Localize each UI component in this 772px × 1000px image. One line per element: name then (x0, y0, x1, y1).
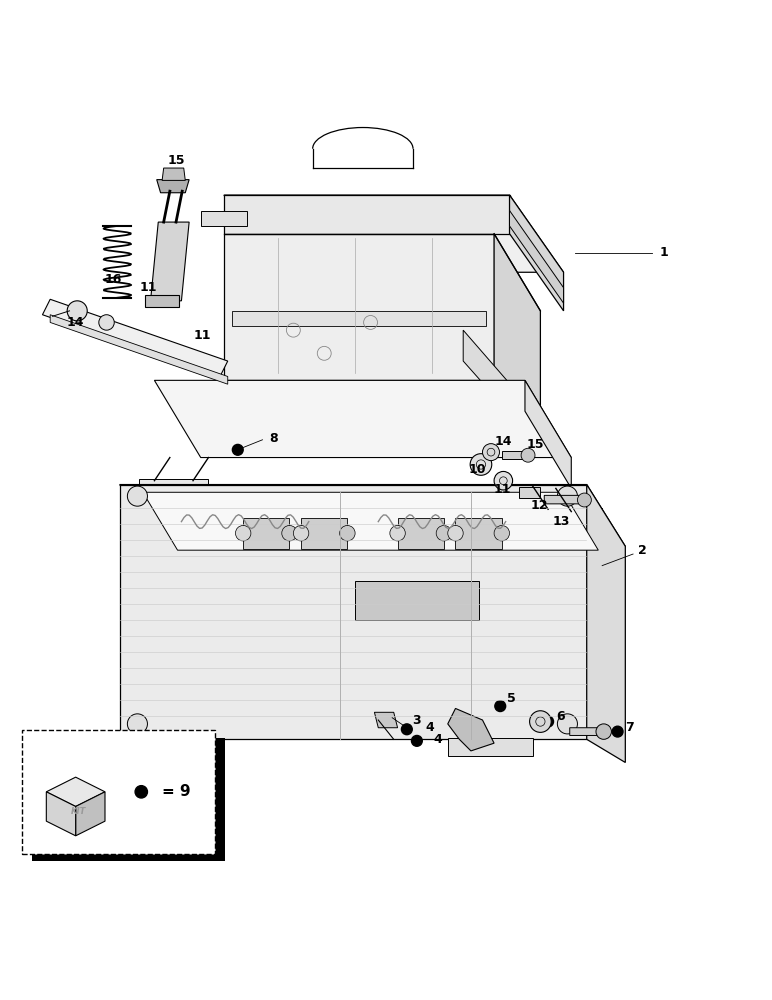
Polygon shape (201, 211, 247, 226)
Circle shape (436, 525, 452, 541)
Polygon shape (455, 518, 502, 549)
Circle shape (521, 448, 535, 462)
Polygon shape (120, 485, 587, 739)
FancyBboxPatch shape (32, 738, 225, 861)
Polygon shape (448, 708, 494, 751)
Polygon shape (510, 195, 564, 311)
Polygon shape (139, 479, 208, 492)
Circle shape (577, 493, 591, 507)
Circle shape (596, 724, 611, 739)
Polygon shape (162, 168, 185, 180)
Text: 8: 8 (269, 432, 278, 445)
Circle shape (411, 735, 422, 746)
Circle shape (495, 701, 506, 712)
Text: 4: 4 (433, 733, 442, 746)
Circle shape (67, 301, 87, 321)
Circle shape (482, 444, 499, 461)
Text: = 9: = 9 (161, 784, 191, 799)
Polygon shape (50, 315, 228, 384)
Text: 11: 11 (194, 329, 211, 342)
Polygon shape (355, 581, 479, 620)
Polygon shape (540, 508, 602, 522)
Text: KIT: KIT (71, 807, 86, 816)
Text: 11: 11 (140, 281, 157, 294)
Circle shape (135, 786, 147, 798)
Text: 15: 15 (168, 154, 185, 167)
Text: 3: 3 (412, 714, 422, 727)
Text: 7: 7 (625, 721, 634, 734)
Text: 12: 12 (530, 499, 547, 512)
Circle shape (543, 716, 554, 727)
Polygon shape (398, 518, 444, 549)
Circle shape (235, 525, 251, 541)
Polygon shape (224, 234, 494, 380)
Circle shape (390, 525, 405, 541)
Text: 4: 4 (425, 721, 435, 734)
Text: 13: 13 (553, 515, 570, 528)
Circle shape (127, 486, 147, 506)
Polygon shape (570, 728, 602, 735)
Polygon shape (544, 495, 583, 504)
Text: 15: 15 (527, 438, 544, 451)
Polygon shape (525, 380, 571, 488)
Circle shape (99, 315, 114, 330)
Circle shape (557, 486, 577, 506)
Text: 16: 16 (105, 273, 122, 286)
Polygon shape (151, 222, 189, 301)
Polygon shape (587, 485, 625, 762)
Text: 6: 6 (556, 710, 565, 723)
Polygon shape (46, 792, 76, 836)
Polygon shape (46, 777, 105, 806)
Circle shape (470, 454, 492, 475)
Polygon shape (76, 792, 105, 836)
Text: 5: 5 (507, 692, 516, 705)
Polygon shape (301, 518, 347, 549)
Polygon shape (232, 311, 486, 326)
Circle shape (612, 726, 623, 737)
Polygon shape (154, 380, 571, 458)
Polygon shape (143, 492, 598, 550)
Text: 10: 10 (469, 463, 486, 476)
Circle shape (282, 525, 297, 541)
Polygon shape (243, 518, 290, 549)
Circle shape (232, 444, 243, 455)
Polygon shape (519, 487, 540, 498)
Polygon shape (224, 195, 510, 234)
Text: 2: 2 (638, 544, 647, 557)
Polygon shape (502, 451, 527, 459)
Circle shape (494, 471, 513, 490)
Text: 14: 14 (67, 316, 84, 329)
Text: 11: 11 (494, 483, 511, 496)
Polygon shape (448, 738, 533, 756)
Polygon shape (120, 485, 625, 546)
Text: 1: 1 (659, 246, 669, 259)
Polygon shape (42, 299, 228, 376)
Polygon shape (374, 712, 398, 728)
Circle shape (557, 714, 577, 734)
Text: 14: 14 (495, 435, 512, 448)
FancyBboxPatch shape (22, 730, 215, 854)
Circle shape (401, 724, 412, 735)
Polygon shape (510, 211, 564, 303)
Circle shape (494, 525, 510, 541)
Circle shape (293, 525, 309, 541)
Polygon shape (494, 234, 540, 450)
Polygon shape (145, 295, 179, 307)
Polygon shape (120, 738, 197, 756)
Polygon shape (157, 180, 189, 193)
Circle shape (530, 711, 551, 732)
Polygon shape (224, 195, 564, 272)
Circle shape (448, 525, 463, 541)
Polygon shape (463, 330, 525, 431)
Circle shape (340, 525, 355, 541)
Circle shape (127, 714, 147, 734)
